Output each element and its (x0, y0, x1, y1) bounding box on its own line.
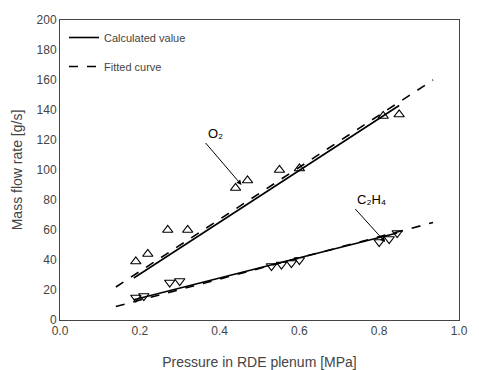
svg-text:60: 60 (43, 223, 57, 237)
svg-text:100: 100 (37, 163, 57, 177)
svg-text:160: 160 (37, 73, 57, 87)
svg-text:0.2: 0.2 (131, 324, 148, 338)
svg-text:O₂: O₂ (208, 126, 223, 141)
svg-text:80: 80 (43, 193, 57, 207)
svg-text:1.0: 1.0 (451, 324, 468, 338)
svg-text:0.4: 0.4 (211, 324, 228, 338)
svg-text:180: 180 (37, 43, 57, 57)
svg-text:0.0: 0.0 (52, 324, 69, 338)
svg-text:0: 0 (50, 313, 57, 327)
svg-text:0.8: 0.8 (371, 324, 388, 338)
svg-text:200: 200 (37, 13, 57, 27)
svg-text:120: 120 (37, 133, 57, 147)
svg-text:40: 40 (43, 253, 57, 267)
svg-text:140: 140 (37, 103, 57, 117)
svg-text:Calculated value: Calculated value (104, 32, 185, 44)
svg-text:0.6: 0.6 (291, 324, 308, 338)
svg-text:Mass flow rate [g/s]: Mass flow rate [g/s] (9, 110, 25, 231)
svg-text:C₂H₄: C₂H₄ (357, 192, 386, 207)
svg-text:Fitted curve: Fitted curve (104, 61, 161, 73)
svg-text:20: 20 (43, 283, 57, 297)
svg-text:Pressure in RDE plenum [MPa]: Pressure in RDE plenum [MPa] (162, 354, 357, 370)
